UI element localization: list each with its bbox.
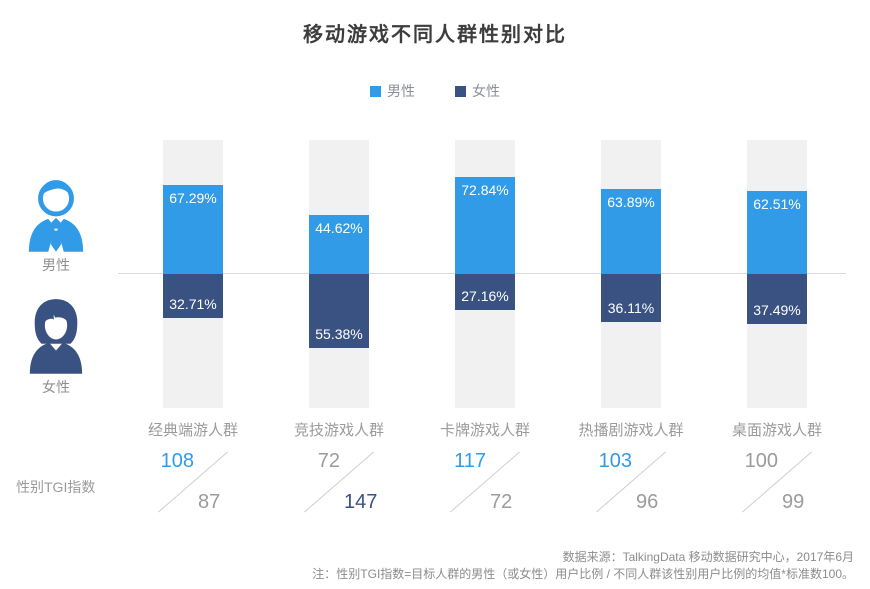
category-label: 热播剧游戏人群 bbox=[578, 422, 684, 439]
gender-icon-gutter: 男性 女性 bbox=[0, 140, 112, 408]
male-tgi-value: 72 bbox=[317, 450, 340, 472]
bar-track: 44.62% 55.38% bbox=[309, 140, 369, 408]
tgi-cell: 100 99 bbox=[704, 449, 850, 515]
legend-male-label: 男性 bbox=[387, 83, 415, 99]
bar-track: 67.29% 32.71% bbox=[163, 140, 223, 408]
legend-item-female: 女性 bbox=[455, 81, 500, 101]
tgi-index-row: 108 87 72 147 117 72 103 96 100 99 bbox=[120, 449, 850, 515]
female-tgi-value: 87 bbox=[198, 491, 221, 513]
tgi-definition-note: 注：性别TGI指数=目标人群的男性（或女性）用户比例 / 不同人群该性别用户比例… bbox=[312, 567, 854, 581]
male-person-icon bbox=[0, 174, 112, 252]
bar-column-classic-pc: 67.29% 32.71% bbox=[120, 140, 266, 408]
male-bar: 72.84% bbox=[455, 177, 515, 274]
bar-track: 72.84% 27.16% bbox=[455, 140, 515, 408]
category-label: 桌面游戏人群 bbox=[731, 422, 822, 439]
male-tgi-value: 100 bbox=[744, 450, 778, 472]
bar-columns: 67.29% 32.71% 44.62% 55.38% 72.84% 27.16… bbox=[120, 140, 850, 408]
male-percent-label: 62.51% bbox=[753, 195, 801, 212]
bar-track: 63.89% 36.11% bbox=[601, 140, 661, 408]
female-percent-label: 37.49% bbox=[753, 301, 801, 318]
female-bar: 36.11% bbox=[601, 274, 661, 323]
footer-notes: 数据来源：TalkingData 移动数据研究中心，2017年6月 注：性别TG… bbox=[312, 549, 854, 583]
male-bar: 67.29% bbox=[163, 184, 223, 274]
bar-column-tv-drama: 63.89% 36.11% bbox=[558, 140, 704, 408]
female-bar: 32.71% bbox=[163, 274, 223, 318]
female-persona-label: 女性 bbox=[42, 379, 70, 395]
tgi-cell: 72 147 bbox=[266, 449, 412, 515]
bar-column-competitive: 44.62% 55.38% bbox=[266, 140, 412, 408]
chart-area: 男性 女性 67.29% bbox=[0, 140, 870, 408]
female-swatch-icon bbox=[455, 85, 466, 97]
female-tgi-value: 99 bbox=[782, 491, 805, 513]
bar-track: 62.51% 37.49% bbox=[747, 140, 807, 408]
female-tgi-value: 96 bbox=[636, 491, 659, 513]
male-persona-label: 男性 bbox=[42, 257, 70, 273]
category-label: 经典端游人群 bbox=[147, 422, 238, 439]
male-tgi-value: 103 bbox=[598, 450, 632, 472]
tgi-cell: 117 72 bbox=[412, 449, 558, 515]
male-percent-label: 44.62% bbox=[315, 219, 363, 236]
female-bar: 37.49% bbox=[747, 274, 807, 324]
male-swatch-icon bbox=[370, 85, 381, 97]
male-bar: 44.62% bbox=[309, 214, 369, 274]
category-label: 卡牌游戏人群 bbox=[439, 422, 530, 439]
legend-item-male: 男性 bbox=[370, 81, 415, 101]
female-tgi-value: 72 bbox=[490, 491, 513, 513]
male-percent-label: 72.84% bbox=[461, 182, 509, 199]
male-tgi-value: 108 bbox=[160, 450, 194, 472]
bar-column-tabletop: 62.51% 37.49% bbox=[704, 140, 850, 408]
female-percent-label: 36.11% bbox=[607, 300, 655, 317]
bar-column-card: 72.84% 27.16% bbox=[412, 140, 558, 408]
tgi-index-caption: 性别TGI指数 bbox=[16, 479, 96, 495]
category-label: 竞技游戏人群 bbox=[293, 422, 384, 439]
male-percent-label: 67.29% bbox=[169, 189, 217, 206]
female-person-icon bbox=[0, 296, 112, 374]
female-tgi-value: 147 bbox=[344, 491, 378, 513]
female-percent-label: 32.71% bbox=[169, 295, 217, 312]
female-bar: 55.38% bbox=[309, 274, 369, 348]
data-source-note: 数据来源：TalkingData 移动数据研究中心，2017年6月 bbox=[562, 550, 854, 564]
male-bar: 62.51% bbox=[747, 190, 807, 274]
male-tgi-value: 117 bbox=[454, 450, 486, 472]
female-bar: 27.16% bbox=[455, 274, 515, 311]
male-percent-label: 63.89% bbox=[607, 194, 655, 211]
tgi-cell: 108 87 bbox=[120, 449, 266, 515]
category-labels: 经典端游人群 竞技游戏人群 卡牌游戏人群 热播剧游戏人群 桌面游戏人群 bbox=[120, 419, 850, 440]
female-percent-label: 55.38% bbox=[315, 325, 363, 342]
male-persona: 男性 bbox=[0, 174, 112, 275]
female-percent-label: 27.16% bbox=[461, 288, 509, 305]
female-persona: 女性 bbox=[0, 296, 112, 397]
page-title: 移动游戏不同人群性别对比 bbox=[303, 24, 567, 46]
legend-female-label: 女性 bbox=[472, 83, 500, 99]
tgi-cell: 103 96 bbox=[558, 449, 704, 515]
legend: 男性 女性 bbox=[0, 81, 870, 101]
male-bar: 63.89% bbox=[601, 189, 661, 274]
